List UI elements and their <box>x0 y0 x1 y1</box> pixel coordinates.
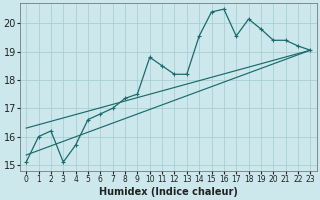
X-axis label: Humidex (Indice chaleur): Humidex (Indice chaleur) <box>99 187 238 197</box>
